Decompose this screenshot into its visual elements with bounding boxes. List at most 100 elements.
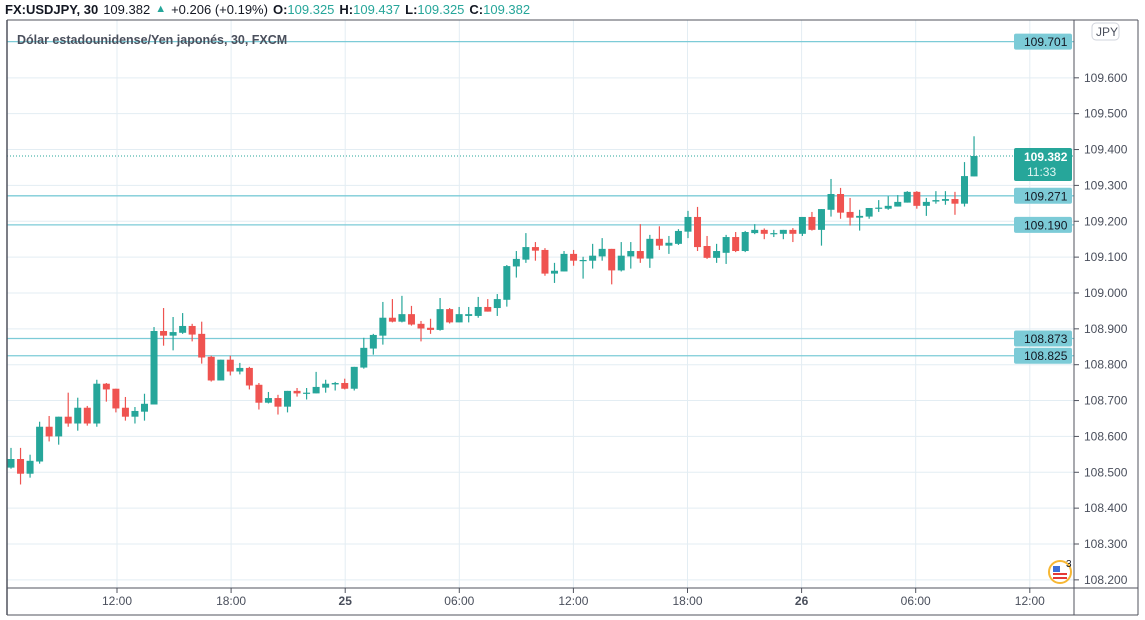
- candle: [636, 224, 644, 263]
- high-value: 109.437: [353, 1, 401, 17]
- candle: [245, 366, 253, 390]
- candle: [894, 195, 902, 207]
- candle-body: [760, 229, 768, 234]
- candle-body: [903, 191, 911, 203]
- candle-body: [970, 155, 978, 177]
- candle: [379, 301, 387, 345]
- price-axis[interactable]: 109.600 109.500 109.400 109.300 109.200 109.1…: [1074, 71, 1128, 587]
- candle-body: [808, 216, 816, 230]
- candle-body: [455, 314, 463, 323]
- candle: [55, 416, 63, 445]
- candle-body: [83, 407, 91, 424]
- candle: [541, 248, 549, 276]
- candle: [398, 295, 406, 323]
- candle: [350, 366, 358, 391]
- candle: [169, 317, 177, 351]
- candle: [341, 378, 349, 390]
- candle: [665, 235, 673, 254]
- candle-body: [770, 233, 778, 235]
- candle: [83, 405, 91, 426]
- last-price: 109.382: [103, 1, 151, 17]
- candle-body: [322, 383, 330, 388]
- candle: [779, 229, 787, 240]
- candle-body: [407, 314, 415, 325]
- close-label: C:: [469, 1, 484, 17]
- symbol-name[interactable]: FX:USDJPY, 30: [5, 1, 99, 17]
- candle: [808, 211, 816, 231]
- candle: [369, 333, 377, 355]
- horizontal-line-label: 108.825: [1024, 349, 1068, 363]
- horizontal-line-tag: [1014, 33, 1072, 50]
- candle-body: [436, 309, 444, 330]
- price-tick-label: 109.300: [1084, 178, 1128, 192]
- candle-body: [503, 266, 511, 300]
- candle: [798, 216, 806, 236]
- candle: [646, 234, 654, 268]
- candle: [760, 228, 768, 240]
- candle-body: [856, 215, 864, 218]
- candle-body: [427, 327, 435, 330]
- current-price-label: 109.382: [1024, 150, 1068, 164]
- candle: [198, 321, 206, 364]
- time-tick-label: 12:00: [102, 594, 132, 608]
- candle-body: [388, 317, 396, 322]
- candle: [217, 359, 225, 381]
- candle-body: [45, 426, 53, 437]
- candle-body: [941, 199, 949, 201]
- candle-body: [274, 398, 282, 407]
- candle-body: [789, 229, 797, 234]
- candle-body: [865, 207, 873, 217]
- candle: [160, 308, 168, 346]
- candle: [608, 248, 616, 285]
- candle-body: [312, 386, 320, 394]
- price-tick-label: 108.400: [1084, 501, 1128, 515]
- candle-body: [140, 403, 148, 412]
- candle: [26, 454, 34, 478]
- us-flag-icon[interactable]: 3: [1048, 559, 1072, 584]
- candle: [36, 421, 44, 464]
- candle: [570, 249, 578, 266]
- candle: [150, 327, 158, 405]
- candle-body: [570, 253, 578, 261]
- candle-body: [474, 306, 482, 316]
- price-tick-label: 108.800: [1084, 358, 1128, 372]
- candle: [674, 229, 682, 245]
- candle: [112, 388, 120, 413]
- candle: [255, 382, 263, 410]
- price-tick-label: 109.100: [1084, 250, 1128, 264]
- time-axis[interactable]: 12:00 18:00 25 06:00 12:00 18:00 26 06:00 12:00: [102, 588, 1045, 608]
- candle: [875, 200, 883, 212]
- candle: [226, 355, 234, 376]
- candle: [865, 207, 873, 219]
- time-tick-label: 25: [339, 594, 353, 608]
- horizontal-lines: [7, 40, 1074, 357]
- price-tags: 109.701 109.271 109.190 108.873 108.825: [1014, 33, 1072, 364]
- time-tick-label: 26: [795, 594, 809, 608]
- candle-body: [875, 207, 883, 209]
- candle: [722, 234, 730, 264]
- candle: [789, 228, 797, 243]
- price-tick-label: 109.200: [1084, 214, 1128, 228]
- candle-body: [817, 209, 825, 230]
- candle-body: [226, 359, 234, 372]
- candle: [503, 265, 511, 307]
- candle: [684, 210, 692, 239]
- candle: [131, 407, 139, 424]
- candle-body: [894, 201, 902, 207]
- horizontal-line-tag: [1014, 187, 1072, 204]
- price-tick-label: 108.300: [1084, 537, 1128, 551]
- candle-body: [379, 317, 387, 336]
- candle: [274, 394, 282, 415]
- chart-frame: [6, 19, 1139, 616]
- horizontal-line-label: 109.701: [1024, 35, 1068, 49]
- candle: [293, 388, 301, 397]
- candle: [427, 318, 435, 334]
- candle: [589, 243, 597, 269]
- candle-body: [884, 205, 892, 209]
- currency-badge[interactable]: JPY: [1091, 22, 1120, 41]
- candle-body: [179, 325, 187, 333]
- candle: [303, 388, 311, 400]
- candle: [474, 296, 482, 318]
- candle: [713, 243, 721, 263]
